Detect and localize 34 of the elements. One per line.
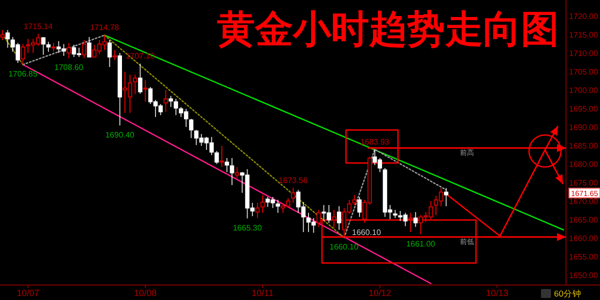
y-tick-label: 1700.00 [569, 86, 599, 95]
y-tick-label: 1695.00 [569, 104, 599, 114]
y-tick-label: 1660.00 [569, 234, 599, 243]
y-tick-label: 1720.00 [569, 12, 599, 21]
annotation: 1714.78 [90, 23, 119, 32]
annotation: 1661.00 [406, 239, 436, 248]
annotation: 1665.30 [232, 223, 262, 232]
annotation: 1690.40 [105, 130, 134, 140]
x-tick-label: 10/12 [368, 288, 392, 298]
y-tick-label: 1715.00 [569, 30, 599, 40]
annotation: 1708.60 [54, 63, 84, 72]
annotation: 1673.56 [278, 176, 308, 185]
y-tick-label: 1650.00 [569, 271, 599, 280]
y-tick-label: 1670.00 [569, 196, 599, 206]
x-tick-label: 10/07 [16, 288, 40, 298]
annotation: 1660.10 [352, 228, 381, 237]
annotation: 1660.10 [330, 242, 358, 252]
x-tick-label: 10/08 [134, 288, 157, 298]
y-tick-label: 1685.00 [569, 141, 599, 150]
annotation: 1706.85 [8, 70, 38, 79]
x-tick-label: 10/11 [252, 288, 274, 298]
annotation: 1707.10 [126, 52, 155, 61]
y-tick-label: 1705.00 [569, 67, 599, 76]
y-tick-label: 1665.00 [569, 215, 599, 224]
y-tick-label: 1680.00 [569, 160, 599, 169]
y-tick-label: 1675.00 [569, 178, 599, 188]
x-tick-label: 10/13 [486, 288, 508, 298]
annotation: 1683.93 [360, 137, 390, 146]
chart-title: 黄金小时趋势走向图 [217, 9, 559, 51]
y-tick-label: 1710.00 [569, 48, 599, 58]
annotation: 1715.14 [24, 22, 53, 31]
y-tick-label: 1690.00 [569, 122, 599, 132]
annotation: 60分钟 [554, 288, 582, 298]
y-tick-label: 1655.00 [569, 252, 599, 262]
